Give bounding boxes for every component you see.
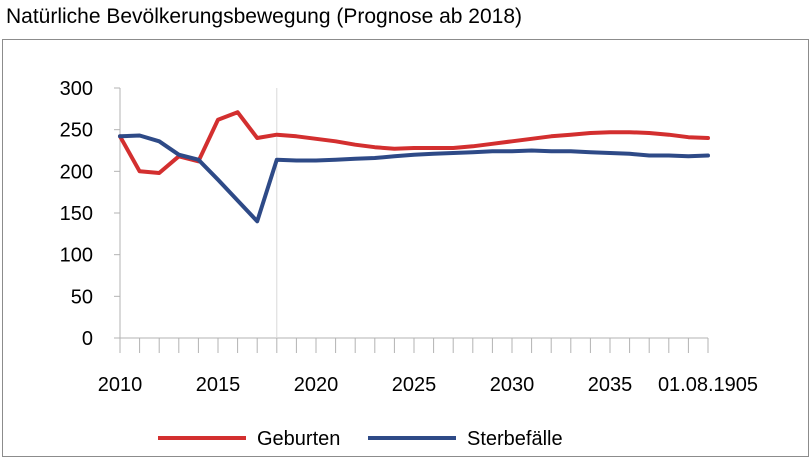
legend-label: Sterbefälle <box>467 428 563 450</box>
data-point <box>588 150 593 154</box>
data-point <box>353 157 357 161</box>
data-point <box>392 147 396 151</box>
data-point <box>294 134 298 138</box>
x-tick-label: 2030 <box>490 374 535 396</box>
data-point <box>334 158 338 162</box>
data-point <box>334 139 338 143</box>
data-point <box>608 130 612 134</box>
data-point <box>216 118 220 122</box>
chart-title: Natürliche Bevölkerungsbewegung (Prognos… <box>6 5 522 28</box>
x-tick-label: 2035 <box>588 374 633 396</box>
data-point <box>628 130 632 134</box>
data-point <box>451 151 455 155</box>
data-point <box>471 150 475 154</box>
data-point <box>118 134 122 138</box>
data-point <box>353 143 357 147</box>
data-point <box>490 149 494 153</box>
data-point <box>294 158 298 163</box>
data-point <box>157 139 161 143</box>
x-tick-label: 2015 <box>196 374 241 396</box>
data-point <box>432 146 436 150</box>
data-point <box>275 158 279 162</box>
data-point <box>412 153 416 157</box>
data-point <box>255 136 259 140</box>
data-point <box>588 131 593 135</box>
data-point <box>373 156 377 160</box>
data-point <box>530 148 534 153</box>
data-point <box>255 219 259 223</box>
data-point <box>275 133 279 137</box>
data-point <box>530 137 534 141</box>
data-point <box>392 154 396 158</box>
y-tick-label: 200 <box>60 161 93 183</box>
x-tick-label: 01.08.1905 <box>658 374 758 396</box>
data-point <box>647 153 651 158</box>
data-point <box>314 158 318 163</box>
data-point <box>706 136 710 140</box>
x-tick-label: 2010 <box>98 374 143 396</box>
data-point <box>196 158 200 162</box>
data-point <box>451 146 455 150</box>
data-point <box>157 171 161 175</box>
data-point <box>490 142 494 146</box>
data-point <box>471 144 475 148</box>
data-point <box>549 149 553 153</box>
data-point <box>177 153 181 157</box>
series-line-geburten <box>118 110 710 175</box>
data-point <box>236 198 240 203</box>
data-point <box>686 135 691 139</box>
data-point <box>667 153 671 158</box>
data-point <box>628 152 632 156</box>
data-point <box>138 169 142 173</box>
data-point <box>314 137 318 141</box>
y-tick-label: 250 <box>60 120 93 142</box>
data-point <box>432 152 436 156</box>
data-point <box>216 178 220 182</box>
data-point <box>549 134 553 138</box>
data-point <box>569 133 573 137</box>
y-tick-label: 300 <box>60 78 93 100</box>
data-point <box>608 151 612 155</box>
y-tick-label: 100 <box>60 245 93 267</box>
data-point <box>569 149 573 153</box>
data-point <box>647 131 651 135</box>
data-point <box>667 133 671 137</box>
data-point <box>138 133 142 138</box>
data-point <box>236 110 240 114</box>
y-tick-label: 50 <box>71 286 93 308</box>
legend-label: Geburten <box>257 428 340 450</box>
data-point <box>510 139 514 143</box>
chart-frame <box>2 39 809 457</box>
data-point <box>686 154 691 158</box>
data-point <box>412 146 416 150</box>
x-tick-label: 2020 <box>294 374 339 396</box>
data-point <box>706 153 710 158</box>
data-point <box>510 149 514 153</box>
y-tick-label: 0 <box>82 328 93 350</box>
y-tick-label: 150 <box>60 203 93 225</box>
x-tick-label: 2025 <box>392 374 437 396</box>
data-point <box>373 145 377 149</box>
